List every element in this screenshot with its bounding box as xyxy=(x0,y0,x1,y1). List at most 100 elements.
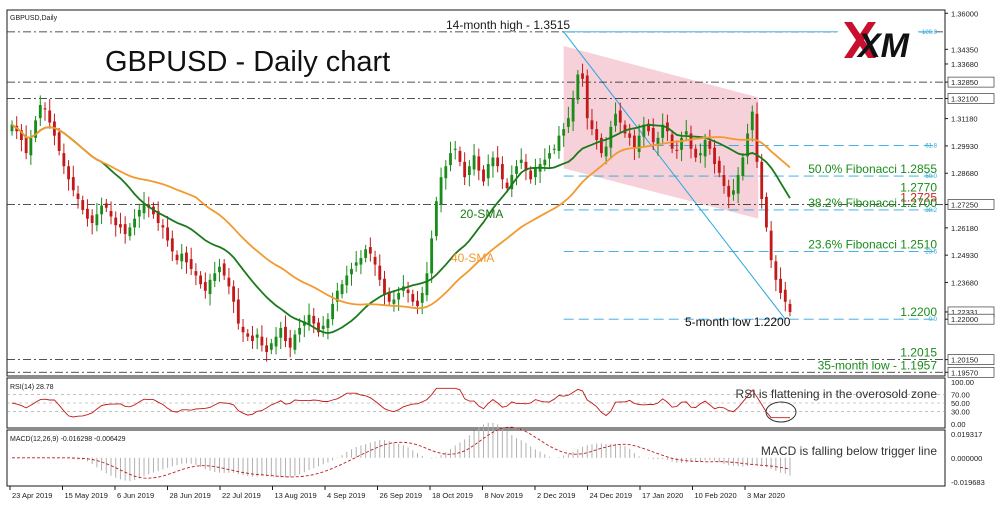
candle xyxy=(736,167,740,204)
svg-text:1.31180: 1.31180 xyxy=(951,115,978,124)
svg-text:3 Mar 2020: 3 Mar 2020 xyxy=(747,491,785,500)
candle xyxy=(100,197,104,224)
candle xyxy=(562,122,566,148)
macd-tick: 0.019317 xyxy=(951,430,982,439)
candle xyxy=(519,148,523,170)
fib-tag: 23.6 xyxy=(925,249,937,255)
level-label: 1.2770 xyxy=(900,181,937,195)
price-tick: 1.32850 xyxy=(945,76,995,88)
fib-tag: 38.2 xyxy=(925,208,937,214)
level-line: 38.2% Fibonacci 1.2700 xyxy=(563,196,937,211)
sma40-line xyxy=(11,123,791,310)
date-tick: 22 Jul 2019 xyxy=(219,486,261,500)
rsi-label: RSI(14) 28.78 xyxy=(10,384,54,391)
candle xyxy=(571,90,575,132)
candle xyxy=(684,119,688,141)
rsi-tick: 100.00 xyxy=(951,378,974,387)
candle xyxy=(67,160,70,191)
candle xyxy=(203,272,207,299)
svg-text:24 Dec 2019: 24 Dec 2019 xyxy=(590,491,633,500)
candle xyxy=(279,321,283,350)
price-tick: 1.28680 xyxy=(945,169,978,178)
level-label: 38.2% Fibonacci 1.2700 xyxy=(808,196,937,210)
candle xyxy=(241,318,245,342)
rsi-oversold-circle xyxy=(765,401,797,423)
candle xyxy=(529,166,533,184)
candle xyxy=(265,337,269,362)
candle xyxy=(81,195,85,215)
level-line: 1.2770 xyxy=(900,181,937,195)
svg-text:17 Jan 2020: 17 Jan 2020 xyxy=(642,491,683,500)
price-tick: 1.23680 xyxy=(945,278,978,287)
candle xyxy=(373,250,377,276)
candle xyxy=(783,281,787,312)
svg-text:1.29930: 1.29930 xyxy=(951,142,978,151)
candle xyxy=(755,102,759,168)
candle xyxy=(590,108,594,136)
candle xyxy=(364,244,368,263)
low-annotation: 5-month low 1.2200 xyxy=(685,315,791,329)
candle xyxy=(769,221,773,269)
sma40-label: 40-SMA xyxy=(451,251,494,265)
level-line: 14-month high - 1.3515 xyxy=(7,18,945,33)
candle xyxy=(218,258,221,282)
candle xyxy=(255,328,259,350)
candle xyxy=(675,140,679,159)
level-line: 1.2015 xyxy=(7,346,945,361)
candle xyxy=(194,263,198,286)
candle xyxy=(430,230,434,283)
candle xyxy=(708,129,712,155)
candle xyxy=(24,125,28,160)
rsi-line xyxy=(11,387,790,419)
price-tick: 1.19570 xyxy=(945,366,995,378)
svg-text:18 Oct 2019: 18 Oct 2019 xyxy=(432,491,473,500)
rsi-tick: 50.00 xyxy=(951,399,970,408)
candle xyxy=(647,119,650,136)
candle xyxy=(293,330,297,355)
macd-note: MACD is falling below trigger line xyxy=(761,444,937,458)
level-label: 1.2725 xyxy=(900,190,937,204)
svg-text:1.22331: 1.22331 xyxy=(951,308,978,317)
candle xyxy=(199,271,203,289)
candle xyxy=(463,152,467,186)
price-tick: 1.34350 xyxy=(945,45,978,54)
candle xyxy=(628,123,632,146)
fib-tag: 50.0 xyxy=(925,174,937,180)
candle xyxy=(312,308,316,334)
candle xyxy=(123,216,127,244)
candle xyxy=(524,153,528,181)
candle xyxy=(788,299,792,317)
candle xyxy=(727,179,731,209)
candle xyxy=(109,201,113,225)
level-label: 14-month high - 1.3515 xyxy=(446,18,570,32)
candle xyxy=(750,105,754,142)
candle xyxy=(86,199,89,227)
candle xyxy=(298,318,302,343)
date-tick: 23 Apr 2019 xyxy=(9,486,52,500)
candle xyxy=(208,273,212,306)
svg-text:1.36000: 1.36000 xyxy=(951,9,978,18)
candle xyxy=(345,265,349,294)
rsi-tick: 70.00 xyxy=(951,391,970,400)
candle xyxy=(694,144,698,162)
candle xyxy=(175,250,179,265)
candle xyxy=(378,254,382,286)
candle xyxy=(274,327,278,355)
candle xyxy=(576,70,580,104)
candle xyxy=(458,146,462,167)
candle xyxy=(717,156,721,178)
svg-text:4 Sep 2019: 4 Sep 2019 xyxy=(327,491,365,500)
candle xyxy=(119,212,122,234)
price-tick: 1.32100 xyxy=(945,93,995,104)
candle xyxy=(340,279,344,299)
candle xyxy=(166,216,170,247)
candle xyxy=(595,121,599,150)
svg-text:1.26180: 1.26180 xyxy=(951,224,978,233)
level-label: 35-month low - 1.1957 xyxy=(818,358,938,372)
date-tick: 4 Sep 2019 xyxy=(324,486,365,500)
candle xyxy=(326,313,330,340)
candle xyxy=(722,165,726,194)
svg-text:10 Feb 2020: 10 Feb 2020 xyxy=(695,491,737,500)
candle xyxy=(170,230,174,262)
candle xyxy=(604,136,608,165)
